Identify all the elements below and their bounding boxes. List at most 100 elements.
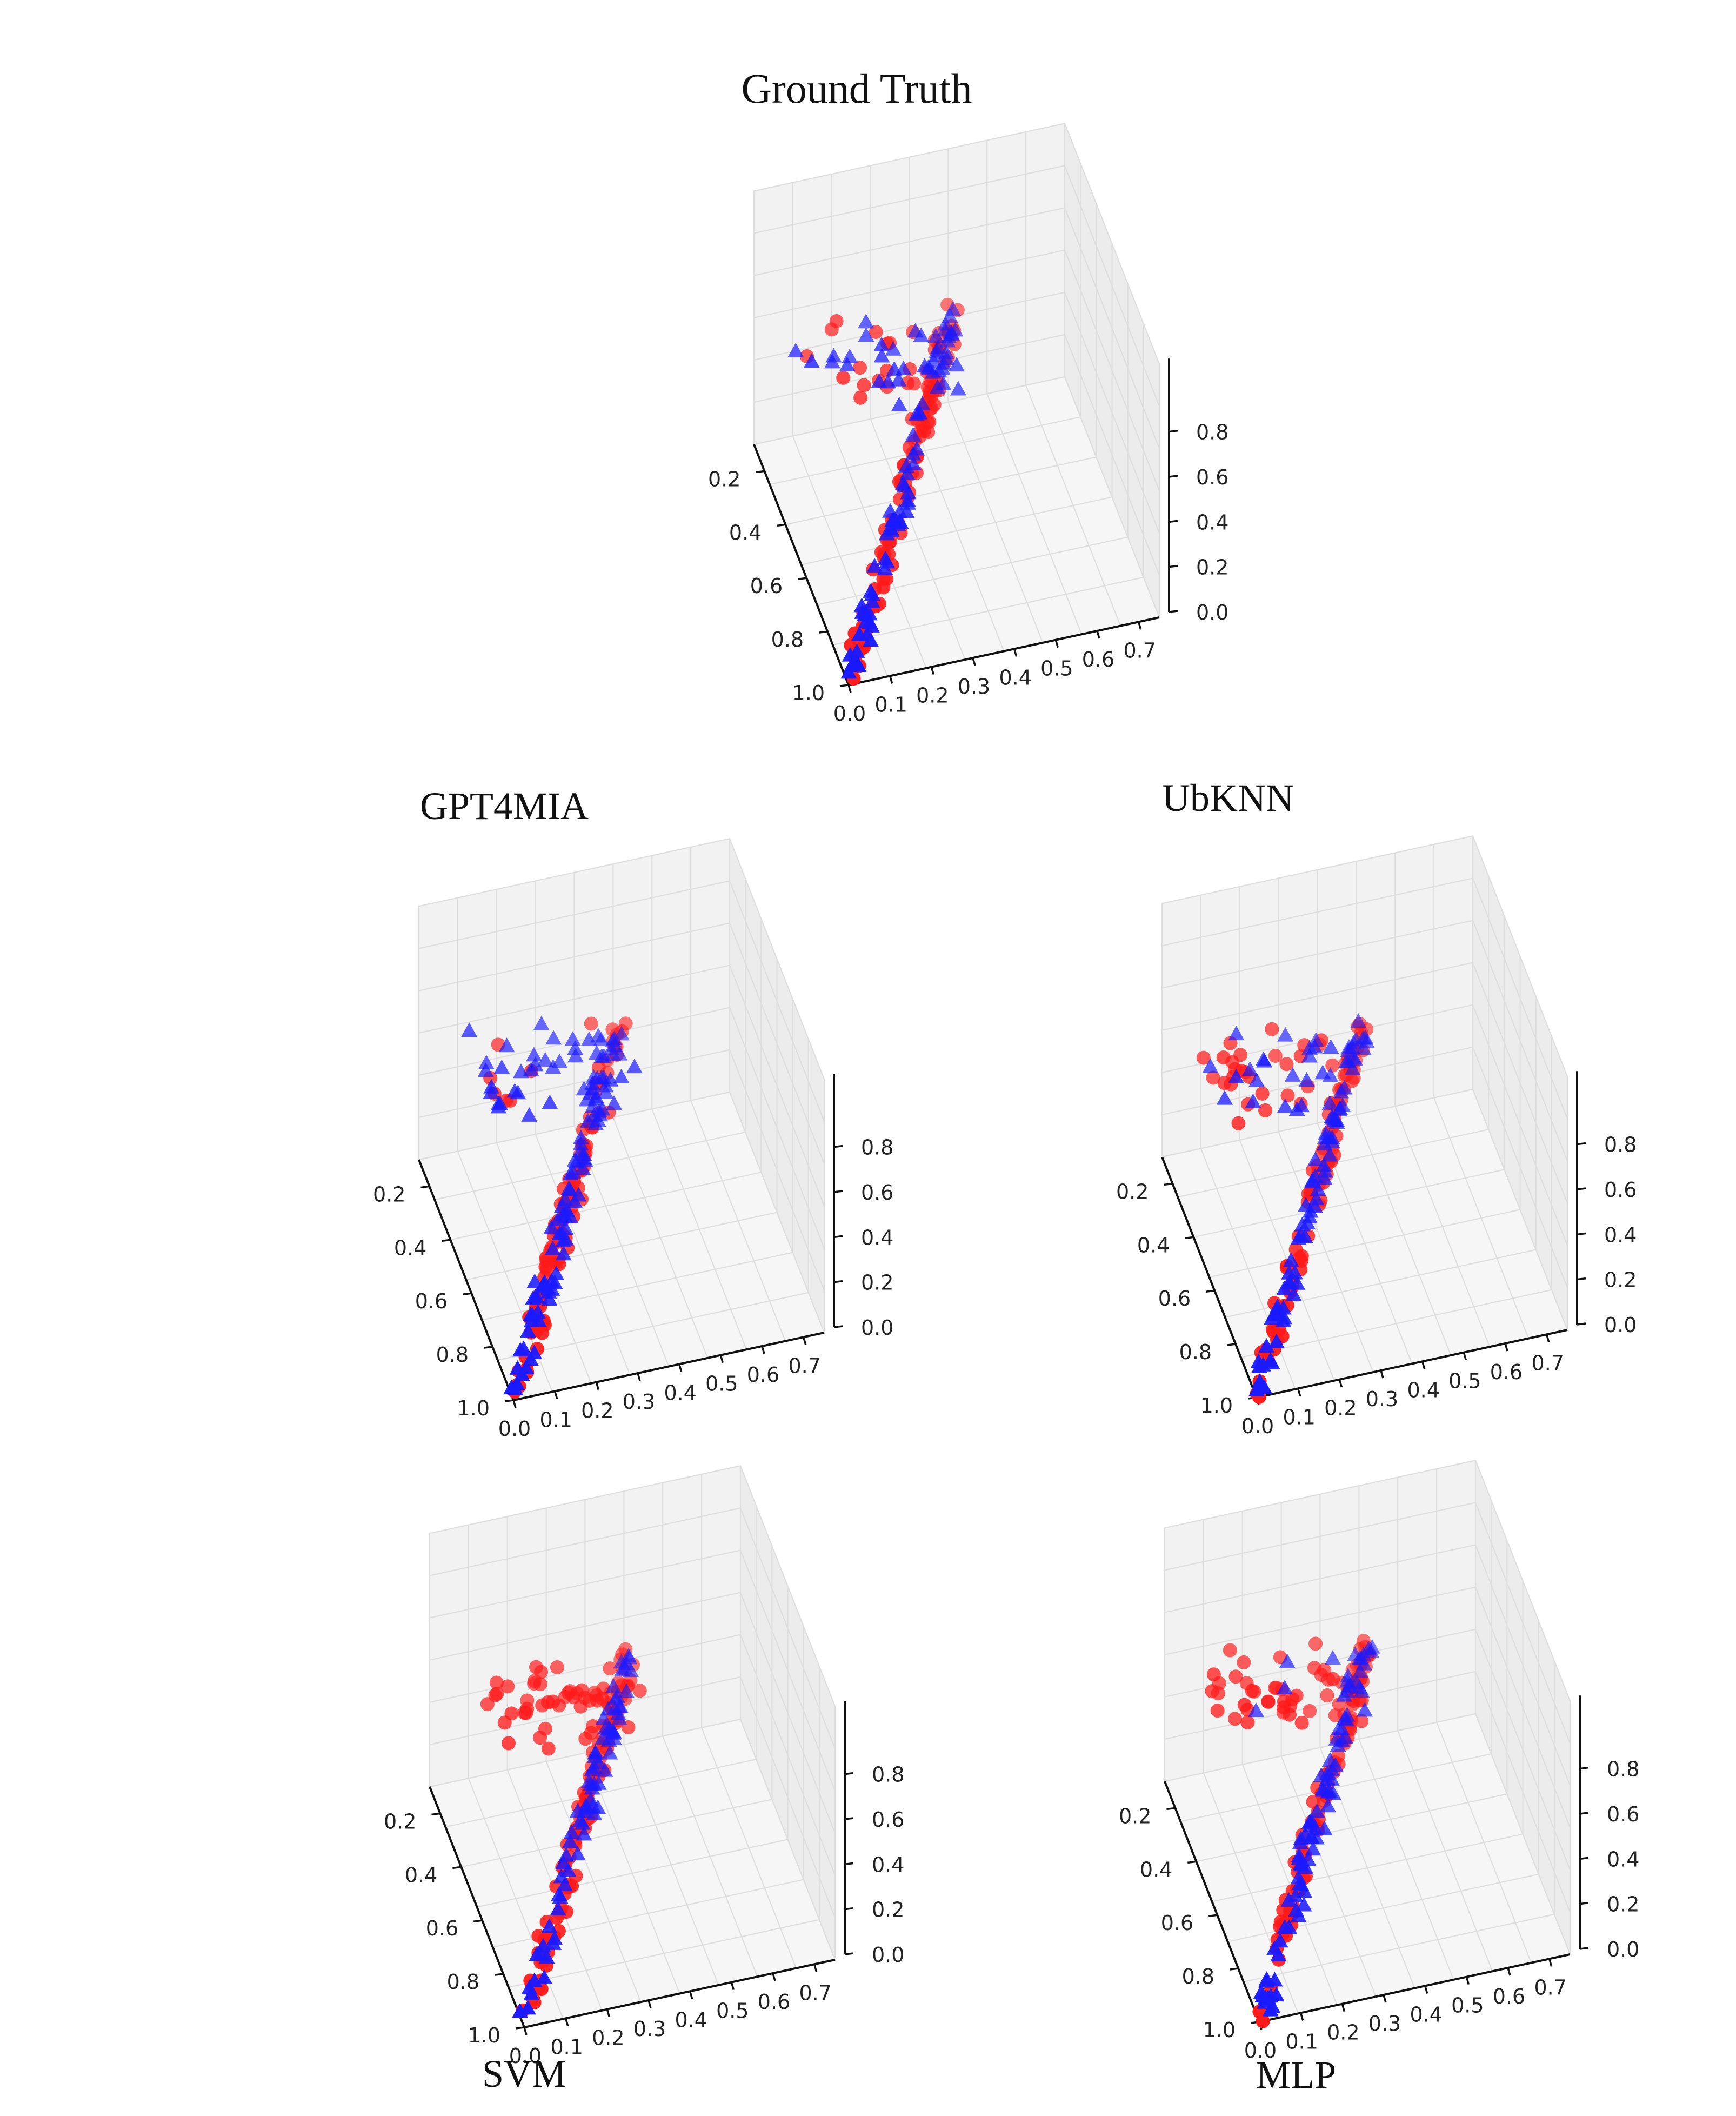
data-point-class-1 [1277, 1680, 1293, 1695]
depth-tick-label: 0.6 [426, 1917, 458, 1940]
data-point-class-1 [586, 1805, 603, 1820]
grid-line [1161, 962, 1568, 1204]
z-tick-mark [1579, 1857, 1589, 1860]
depth-tick-mark [839, 684, 849, 687]
data-point-class-1 [1248, 1072, 1265, 1087]
x-tick-mark [930, 667, 935, 675]
grid-line [1164, 1544, 1571, 1786]
data-point-class-1 [879, 554, 896, 569]
data-point-class-1 [600, 1701, 617, 1716]
z-tick-label: 0.8 [861, 1136, 893, 1160]
data-point-class-0 [1303, 1704, 1317, 1718]
data-point-class-1 [527, 1056, 544, 1072]
data-point-class-1 [545, 1030, 562, 1045]
data-point-class-0 [539, 1262, 554, 1277]
depth-tick-label: 0.8 [1179, 1340, 1212, 1364]
x-tick-label: 0.7 [1123, 638, 1156, 662]
grid-line [753, 122, 1160, 364]
data-point-class-1 [1323, 1039, 1339, 1054]
z-tick-label: 0.4 [1607, 1847, 1639, 1871]
data-point-class-1 [839, 357, 856, 372]
depth-tick-mark [1226, 1343, 1236, 1346]
depth-tick-mark [1166, 1807, 1176, 1811]
z-tick-label: 0.2 [861, 1271, 893, 1295]
depth-tick-mark [463, 1292, 472, 1295]
data-point-class-1 [913, 327, 930, 342]
data-point-class-1 [905, 427, 922, 442]
data-point-class-1 [1202, 1058, 1219, 1073]
data-point-class-1 [536, 1969, 553, 1985]
data-point-class-1 [1256, 1053, 1273, 1068]
data-point-class-0 [1261, 1694, 1276, 1709]
z-tick-mark [1579, 1947, 1589, 1950]
data-point-class-0 [533, 1731, 547, 1745]
data-point-class-1 [579, 1113, 596, 1128]
depth-axis-line [1161, 1156, 1258, 1398]
data-point-class-1 [1336, 1080, 1353, 1095]
data-point-class-1 [611, 1046, 628, 1061]
data-point-class-1 [498, 1037, 515, 1053]
data-point-class-1 [1266, 1940, 1283, 1955]
x-tick-label: 0.2 [592, 2026, 624, 2050]
x-tick-label: 0.2 [916, 684, 949, 708]
data-point-class-1 [840, 664, 857, 679]
z-tick-mark [1577, 1187, 1586, 1190]
data-point-class-0 [529, 1660, 543, 1674]
data-point-class-1 [1303, 1829, 1320, 1844]
z-tick-label: 0.2 [1607, 1893, 1639, 1917]
depth-tick-label: 0.2 [708, 467, 740, 491]
x-axis-line [524, 1959, 836, 2028]
depth-tick-label: 0.2 [1119, 1804, 1151, 1828]
x-tick-mark [972, 657, 976, 666]
data-point-class-1 [927, 328, 944, 343]
data-point-class-1 [567, 1048, 584, 1063]
data-point-class-1 [572, 1135, 589, 1150]
data-point-class-1 [898, 503, 915, 518]
data-point-class-0 [879, 571, 894, 586]
data-point-class-1 [1280, 1892, 1297, 1907]
depth-tick-label: 0.2 [384, 1809, 416, 1833]
chart-title: SVM [482, 2052, 566, 2095]
data-point-class-1 [895, 360, 912, 375]
grid-line [1161, 835, 1568, 1077]
data-point-class-0 [1223, 1643, 1237, 1658]
data-point-class-1 [525, 1047, 542, 1062]
data-point-class-1 [1337, 1729, 1353, 1744]
z-tick-mark [844, 1907, 854, 1911]
data-point-class-1 [576, 1803, 593, 1818]
data-point-class-0 [584, 1016, 598, 1031]
z-tick-label: 0.2 [1604, 1268, 1637, 1292]
x-tick-label: 0.7 [799, 1981, 831, 2005]
grid-line [753, 334, 1160, 576]
z-tick-label: 0.2 [1196, 556, 1228, 580]
grid-line [429, 1592, 836, 1834]
z-tick-mark [1169, 475, 1178, 478]
data-point-class-1 [908, 406, 925, 421]
data-point-class-0 [535, 1698, 550, 1713]
data-point-class-1 [1353, 1682, 1370, 1698]
z-tick-label: 0.6 [1196, 465, 1228, 489]
x-tick-label: 0.6 [1082, 648, 1114, 671]
data-point-class-1 [512, 1342, 529, 1357]
data-point-class-1 [510, 1084, 526, 1100]
chart-mlp: 0.0 0.1 0.2 0.3 0.4 0.5 0.6 0.7 0.2 0.4 0.6 0.8 1.0 0… [1119, 1459, 1639, 2062]
grid-line [1161, 1004, 1568, 1246]
data-point-class-0 [1280, 1088, 1295, 1103]
z-tick-mark [1169, 610, 1178, 613]
data-point-class-1 [618, 1683, 635, 1698]
data-point-class-1 [1344, 1061, 1361, 1076]
data-point-class-0 [824, 322, 839, 337]
data-point-class-1 [503, 1379, 520, 1394]
data-point-class-1 [1297, 1859, 1314, 1874]
data-point-class-1 [1336, 1687, 1352, 1702]
data-point-class-1 [605, 1723, 622, 1738]
data-point-class-1 [593, 1032, 610, 1047]
data-point-class-1 [1321, 1095, 1338, 1110]
depth-tick-label: 0.6 [750, 574, 783, 598]
data-point-class-1 [1285, 1286, 1302, 1301]
depth-tick-mark [442, 1239, 451, 1242]
data-point-class-0 [836, 370, 851, 385]
z-tick-label: 0.0 [872, 1943, 904, 1967]
data-point-class-0 [1320, 1688, 1334, 1703]
